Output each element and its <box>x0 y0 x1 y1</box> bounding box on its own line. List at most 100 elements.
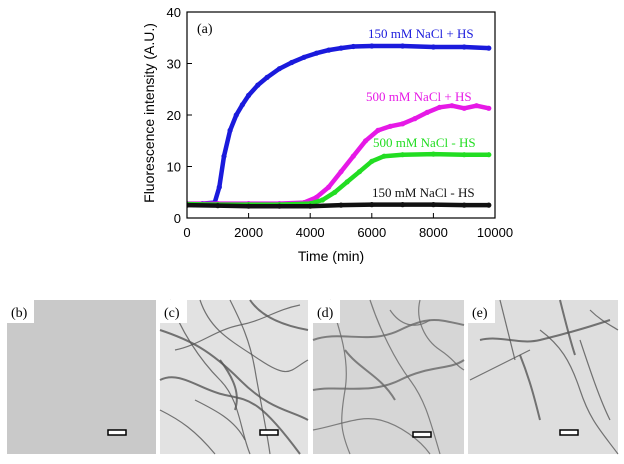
series-point-0 <box>486 45 492 51</box>
fibril-strand <box>329 299 351 455</box>
series-label-2: 500 mM NaCl - HS <box>373 135 476 150</box>
fibril-strand <box>389 309 431 326</box>
series-point-0 <box>239 102 245 108</box>
series-point-0 <box>369 43 375 49</box>
series-point-3 <box>246 203 252 209</box>
fibril-strand <box>174 304 301 351</box>
micrograph-c-image <box>160 300 308 454</box>
fibril-strand <box>312 418 431 455</box>
micrograph-c-label: (c) <box>164 306 180 321</box>
panel-label-a: (a) <box>197 22 213 37</box>
series-point-0 <box>313 50 319 56</box>
series-point-3 <box>338 202 344 208</box>
fibril-strand <box>559 299 576 356</box>
micrograph-e-label: (e) <box>472 306 488 321</box>
x-tick-label: 10000 <box>477 225 513 240</box>
series-point-3 <box>430 202 436 208</box>
series-point-1 <box>449 103 455 109</box>
series-point-3 <box>461 202 467 208</box>
x-tick-label: 8000 <box>419 225 448 240</box>
series-point-0 <box>221 153 227 159</box>
fibril-strand <box>159 376 301 455</box>
y-tick-label: 30 <box>167 57 181 72</box>
series-point-0 <box>216 184 222 190</box>
y-axis-title: Fluorescence intensity (A.U.) <box>141 23 157 203</box>
micrograph-c-fibrils <box>159 299 309 455</box>
series-line-3 <box>187 202 492 209</box>
micrograph-c: (c) <box>159 299 309 455</box>
micrograph-row: (b) (c) (d) (e) <box>7 299 619 455</box>
series-point-1 <box>461 105 467 111</box>
series-point-3 <box>276 203 282 209</box>
series-label-3: 150 mM NaCl - HS <box>372 185 475 200</box>
fibril-strand <box>312 359 465 391</box>
fibril-strand <box>159 409 216 455</box>
y-tick-label: 20 <box>167 108 181 123</box>
fibril-strand <box>229 299 271 455</box>
fibril-strand <box>169 299 251 455</box>
series-point-1 <box>338 169 344 175</box>
series-point-0 <box>326 47 332 53</box>
y-tick-label: 0 <box>174 211 181 226</box>
series-point-3 <box>486 202 492 208</box>
fibril-strand <box>519 354 541 421</box>
series-point-3 <box>187 202 190 208</box>
micrograph-e-image <box>468 300 618 454</box>
series-point-2 <box>332 189 338 195</box>
series-point-3 <box>215 203 221 209</box>
micrograph-e-fibrils <box>469 299 619 455</box>
series-point-0 <box>227 127 233 133</box>
micrograph-b-label: (b) <box>11 306 28 321</box>
series-point-1 <box>412 116 418 122</box>
fibril-strand <box>579 339 611 421</box>
series-point-1 <box>375 127 381 133</box>
fibril-strand <box>469 349 531 381</box>
micrograph-d-fibrils <box>312 299 465 455</box>
fibril-strand <box>312 319 465 341</box>
series-point-1 <box>437 104 443 110</box>
fibril-strand <box>589 309 619 331</box>
series-point-2 <box>344 179 350 185</box>
series-point-1 <box>486 105 492 111</box>
fibril-strand <box>194 399 246 441</box>
series-point-0 <box>400 43 406 49</box>
series-layer <box>187 43 492 209</box>
fibril-strand <box>369 299 441 455</box>
micrograph-b: (b) <box>7 300 156 454</box>
series-point-2 <box>356 169 363 175</box>
x-tick-label: 6000 <box>357 225 386 240</box>
series-point-0 <box>461 44 467 50</box>
micrograph-b-label-box <box>7 300 34 323</box>
micrograph-d: (d) <box>312 299 465 455</box>
series-point-1 <box>387 123 393 129</box>
fibril-strand <box>249 299 309 331</box>
series-point-3 <box>369 202 375 208</box>
series-point-3 <box>400 202 406 208</box>
fluorescence-chart: 0 2000 4000 6000 8000 10000 0 10 20 30 40 (a) 150 … <box>141 5 513 264</box>
fibril-strand <box>499 299 516 361</box>
fibril-strand <box>199 299 309 373</box>
series-point-2 <box>486 152 492 158</box>
series-point-2 <box>461 152 467 158</box>
y-tick-label: 40 <box>167 5 181 20</box>
micrograph-b-scale-bar <box>107 429 127 436</box>
series-point-1 <box>400 121 406 127</box>
series-point-2 <box>430 151 436 157</box>
series-point-1 <box>313 194 319 200</box>
series-point-1 <box>473 103 480 109</box>
series-point-0 <box>276 66 282 72</box>
series-point-1 <box>363 138 369 144</box>
micrograph-e: (e) <box>468 299 619 455</box>
micrograph-d-label-box <box>313 300 340 323</box>
x-axis-title: Time (min) <box>298 248 364 264</box>
series-labels: 150 mM NaCl + HS 500 mM NaCl + HS 500 mM… <box>366 26 476 200</box>
series-line-0 <box>187 43 492 207</box>
series-point-2 <box>369 158 375 164</box>
series-point-1 <box>350 153 356 159</box>
series-point-1 <box>326 184 332 190</box>
x-tick-label: 0 <box>183 225 190 240</box>
micrograph-d-scale-bar <box>412 431 432 438</box>
micrograph-d-image <box>313 300 464 454</box>
micrograph-d-label: (d) <box>317 306 334 321</box>
